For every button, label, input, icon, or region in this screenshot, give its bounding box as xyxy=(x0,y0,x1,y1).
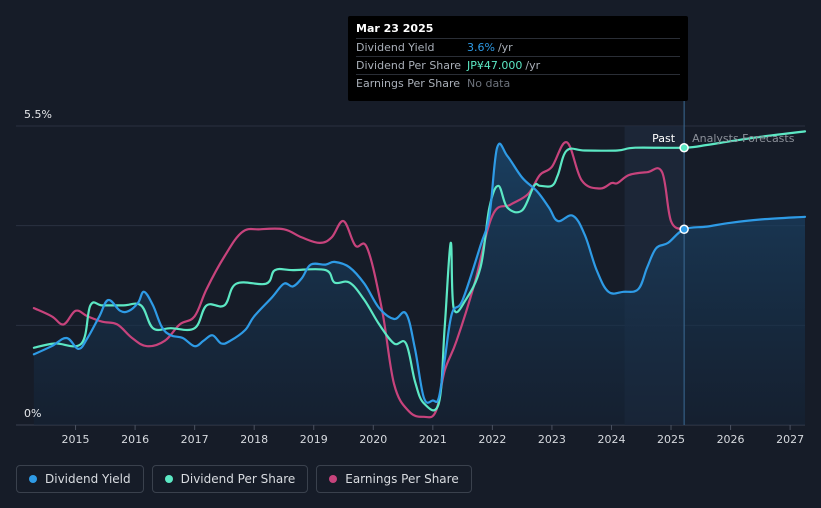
x-axis: 2015 2016 2017 2018 2019 2020 2021 2022 2023 2024… xyxy=(62,425,804,446)
tooltip-label: Earnings Per Share xyxy=(356,77,461,90)
legend-dividend-per-share[interactable]: Dividend Per Share xyxy=(151,465,309,493)
x-tick-label: 2022 xyxy=(478,433,506,446)
dividend-yield-line xyxy=(32,142,807,404)
dividend-per-share-line xyxy=(32,130,807,412)
x-tick-label: 2017 xyxy=(181,433,209,446)
x-tick-label: 2015 xyxy=(62,433,90,446)
legend-earnings-per-share[interactable]: Earnings Per Share xyxy=(316,465,472,493)
tooltip-value: JP¥47.000 xyxy=(467,59,523,72)
tooltip-unit: /yr xyxy=(525,59,541,72)
dividend-chart: Past Analysts Forecasts 2015 2016 2017 2018… xyxy=(16,100,807,446)
legend-dot-icon xyxy=(329,475,338,483)
x-tick-label: 2016 xyxy=(121,433,149,446)
y-tick-label: 5.5% xyxy=(24,108,52,121)
tooltip-unit: /yr xyxy=(497,41,513,54)
tooltip-label: Dividend Yield xyxy=(356,41,435,54)
x-tick-label: 2026 xyxy=(717,433,745,446)
tooltip-value: 3.6% xyxy=(467,41,495,54)
tooltip-row-dividend-yield: Dividend Yield 3.6% /yr xyxy=(356,38,680,56)
dividend-per-share-marker xyxy=(679,142,689,153)
x-tick-label: 2020 xyxy=(359,433,387,446)
tooltip-value: No data xyxy=(467,77,511,90)
x-tick-label: 2025 xyxy=(657,433,685,446)
legend-dividend-yield[interactable]: Dividend Yield xyxy=(16,465,144,493)
forecast-label: Analysts Forecasts xyxy=(692,132,795,145)
past-label: Past xyxy=(652,132,676,145)
legend-label: Dividend Yield xyxy=(45,472,131,486)
tooltip-row-dividend-per-share: Dividend Per Share JP¥47.000 /yr xyxy=(356,56,680,74)
x-tick-label: 2024 xyxy=(597,433,625,446)
legend-dot-icon xyxy=(164,475,173,483)
tooltip-row-earnings-per-share: Earnings Per Share No data xyxy=(356,74,680,92)
x-tick-label: 2027 xyxy=(776,433,804,446)
y-tick-label: 0% xyxy=(24,407,41,420)
tooltip-label: Dividend Per Share xyxy=(356,59,462,72)
dividend-yield-marker xyxy=(679,224,689,235)
hover-tooltip: Mar 23 2025 Dividend Yield 3.6% /yr Divi… xyxy=(348,16,688,101)
legend-label: Earnings Per Share xyxy=(345,472,459,486)
x-tick-label: 2018 xyxy=(240,433,268,446)
y-axis: 5.5% 0% xyxy=(24,108,52,420)
dividend-yield-area xyxy=(33,143,806,426)
earnings-per-share-line xyxy=(32,141,686,419)
legend-dot-icon xyxy=(29,475,37,483)
x-tick-label: 2019 xyxy=(300,433,328,446)
legend-label: Dividend Per Share xyxy=(180,472,296,486)
x-tick-label: 2021 xyxy=(419,433,447,446)
chart-legend: Dividend Yield Dividend Per Share Earnin… xyxy=(16,465,472,493)
tooltip-date: Mar 23 2025 xyxy=(356,22,434,35)
x-tick-label: 2023 xyxy=(538,433,566,446)
